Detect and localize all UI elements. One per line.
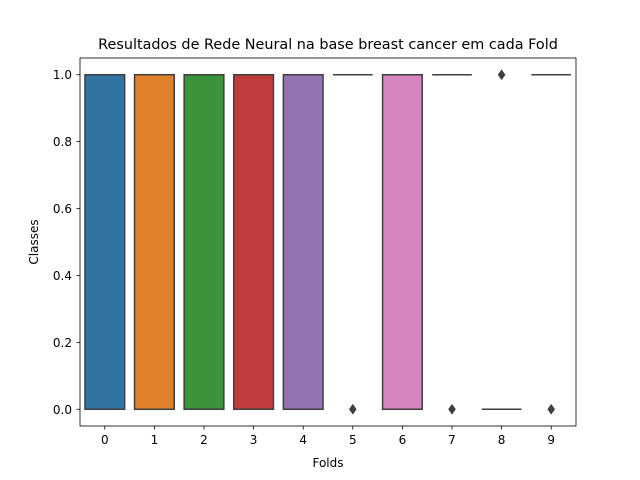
box-fold-3: [233, 73, 275, 411]
y-tick-label-0.6: 0.6: [53, 202, 72, 216]
y-axis-label: Classes: [27, 219, 41, 264]
x-tick-label-9: 9: [547, 433, 555, 447]
outlier-fold-5-0: [348, 403, 357, 415]
plot-area: 0 1 2 3 4 5 6 7 8 9 0.0 0.2 0.4 0.6 0.8 1.0: [53, 68, 572, 447]
x-axis-label: Folds: [312, 456, 343, 470]
x-tick-label-7: 7: [448, 433, 456, 447]
box-fold-1: [133, 73, 175, 411]
x-tick-label-1: 1: [151, 433, 159, 447]
x-tick-label-3: 3: [250, 433, 258, 447]
y-tick-label-1.0: 1.0: [53, 68, 72, 82]
outlier-fold-8-0: [497, 69, 506, 81]
x-tick-label-0: 0: [101, 433, 109, 447]
x-tick-label-5: 5: [349, 433, 357, 447]
x-tick-label-4: 4: [299, 433, 307, 447]
y-tick-label-0.4: 0.4: [53, 269, 72, 283]
chart-title: Resultados de Rede Neural na base breast…: [98, 37, 558, 53]
x-tick-label-2: 2: [200, 433, 208, 447]
outlier-fold-7-0: [448, 403, 456, 415]
outlier-fold-9-0: [547, 403, 556, 415]
x-tick-label-8: 8: [498, 433, 506, 447]
box-fold-4: [282, 73, 324, 411]
y-tick-label-0.8: 0.8: [53, 135, 72, 149]
box-fold-0: [84, 73, 126, 411]
y-tick-label-0.0: 0.0: [53, 403, 72, 417]
box-fold-2: [183, 73, 225, 411]
y-tick-label-0.2: 0.2: [53, 336, 72, 350]
x-tick-label-6: 6: [399, 433, 407, 447]
box-fold-6: [381, 73, 423, 411]
axes-frame: [79, 57, 577, 427]
